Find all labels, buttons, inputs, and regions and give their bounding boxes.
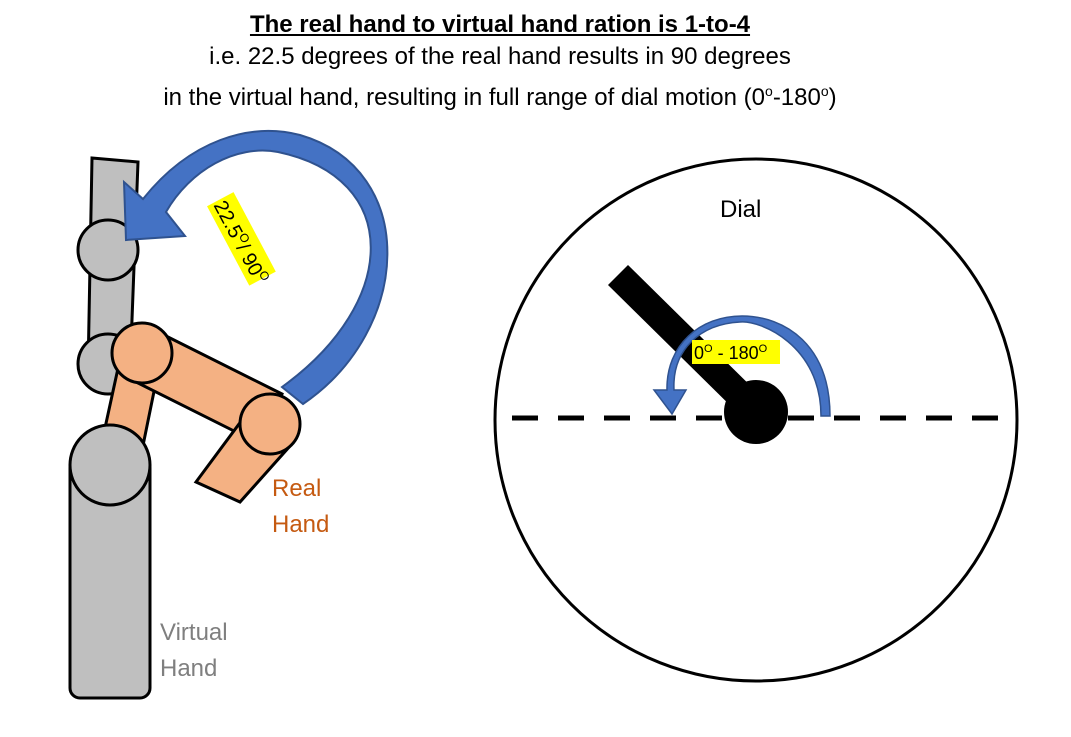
dial-hub xyxy=(724,380,788,444)
subtitle-line-1: i.e. 22.5 degrees of the real hand resul… xyxy=(209,43,791,70)
rotation-label-highlight xyxy=(207,192,276,286)
virtual-hand-label-line2: Hand xyxy=(160,655,217,682)
real-hand-label-line2: Hand xyxy=(272,511,329,538)
real-hand xyxy=(96,321,302,504)
rotation-arrow xyxy=(122,130,389,406)
dial-range-highlight xyxy=(692,340,780,364)
degree-sup: O xyxy=(759,343,768,355)
real-hand-label-line1: Real xyxy=(272,475,321,502)
subtitle-line-2-end: ) xyxy=(828,84,837,111)
rotation-label: 22.5O/ 90O xyxy=(207,192,276,286)
virtual-hand-label-line1: Virtual xyxy=(160,619,228,646)
virtual-joint-bottom xyxy=(68,423,152,507)
subtitle-line-2-mid: -180 xyxy=(772,84,821,111)
subtitle-line-2-text: in the virtual hand, resulting in full r… xyxy=(163,84,766,111)
header: The real hand to virtual hand ration is … xyxy=(0,10,1000,115)
virtual-joint-top xyxy=(76,218,140,282)
degree-sup: O xyxy=(704,343,713,355)
page-title: The real hand to virtual hand ration is … xyxy=(249,11,751,38)
dial-range-arrow xyxy=(652,315,831,417)
dial-range-text: 0O - 180O xyxy=(694,343,768,363)
dial-range-min: 0 xyxy=(694,343,704,363)
degree-sup: o xyxy=(765,83,773,99)
real-joint-right xyxy=(238,392,302,456)
dial-label: Dial xyxy=(720,196,761,223)
degree-sup: o xyxy=(820,83,829,99)
dial-range-max: - 180 xyxy=(713,343,759,363)
real-joint-left xyxy=(110,321,174,385)
dial-range-label: 0O - 180O xyxy=(692,340,780,364)
subtitle-line-2: in the virtual hand, resulting in full r… xyxy=(0,74,1000,115)
